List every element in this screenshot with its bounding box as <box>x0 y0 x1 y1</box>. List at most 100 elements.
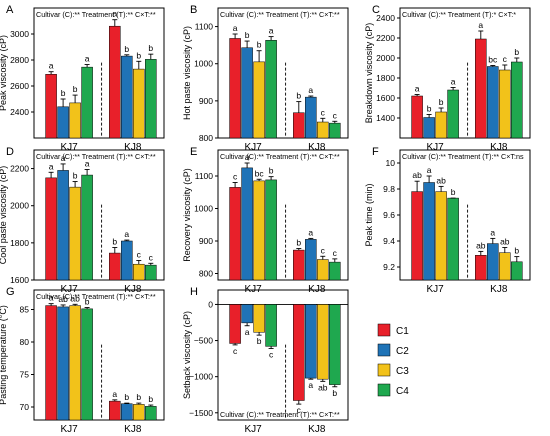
bar <box>229 187 241 281</box>
stats-annotation: Cultivar (C):** Treatment (T):** C×T:** <box>220 152 340 161</box>
x-category-label: KJ7 <box>60 424 78 435</box>
legend-swatch <box>377 323 391 337</box>
panel-frame <box>33 149 165 281</box>
bar <box>499 69 511 139</box>
bar <box>241 304 253 324</box>
bar <box>329 304 341 385</box>
bar <box>411 95 423 139</box>
x-category-label: KJ7 <box>244 424 262 435</box>
bar <box>305 239 317 281</box>
significance-letter: bc <box>255 168 265 178</box>
significance-letter: a <box>233 23 238 33</box>
significance-letter: a <box>490 227 495 237</box>
significance-letter: b <box>514 246 519 256</box>
bar <box>447 89 459 139</box>
y-tick-label: 1000 <box>194 204 213 214</box>
panel-letter: C <box>372 4 380 16</box>
panel-frame <box>217 7 349 139</box>
significance-letter: b <box>73 84 78 94</box>
significance-letter: b <box>451 187 456 197</box>
x-category-label: KJ8 <box>124 424 142 435</box>
legend-swatch <box>377 363 391 377</box>
y-tick-label: 1100 <box>195 22 214 32</box>
significance-letter: b <box>85 297 90 307</box>
y-tick-label: 9.8 <box>383 184 395 194</box>
y-tick-label: −1500 <box>189 408 213 418</box>
significance-letter: b <box>257 336 262 346</box>
bar <box>317 304 329 380</box>
panel-G: G Pasting temperature (°C) 70 75 80 85 KJ7 KJ8 a… <box>0 286 165 435</box>
panel-frame <box>217 289 349 421</box>
significance-letter: b <box>332 388 337 398</box>
significance-letter: c <box>503 54 508 64</box>
significance-letter: c <box>333 110 338 120</box>
bar <box>475 38 487 139</box>
stats-annotation: Cultivar (C):** Treatment (T):** C×T:** <box>220 410 340 419</box>
significance-letter: b <box>124 44 129 54</box>
y-axis-label: Hot paste viscosity (cP) <box>182 26 192 120</box>
bar <box>69 305 81 421</box>
bar <box>241 167 253 281</box>
bar <box>435 191 447 281</box>
bar <box>45 305 57 421</box>
bar <box>265 40 277 139</box>
bar <box>411 191 423 281</box>
bar <box>293 249 305 281</box>
legend-label: C1 <box>396 326 409 337</box>
panel-C: C Breakdown viscosity (cP) 1400 1600 1800 200… <box>364 4 531 153</box>
significance-letter: c <box>297 405 302 415</box>
bar <box>121 55 133 139</box>
panel-letter: D <box>6 146 14 158</box>
legend-label: C4 <box>396 386 409 397</box>
bar <box>81 308 93 421</box>
y-tick-label: 9.4 <box>383 236 395 246</box>
y-tick-label: 2000 <box>376 53 395 63</box>
significance-letter: b <box>136 392 141 402</box>
bar <box>109 252 121 281</box>
significance-letter: ab <box>476 240 486 250</box>
y-tick-label: 2400 <box>376 13 395 23</box>
legend-swatch <box>377 343 391 357</box>
bar <box>435 111 447 139</box>
bar <box>69 102 81 139</box>
significance-letter: b <box>257 40 262 50</box>
stats-annotation: Cultivar (C):** Treatment (T):** C×T:** <box>36 292 156 301</box>
bar <box>293 304 305 401</box>
bar <box>121 240 133 281</box>
panel-A: A Peak viscosity (cP)2400 2600 2800 3000 KJ7 K… <box>0 4 165 153</box>
significance-letter: b <box>148 394 153 404</box>
y-tick-label: 800 <box>199 133 213 143</box>
bar <box>81 66 93 139</box>
y-axis-label: Cool paste viscosity (cP) <box>0 166 8 265</box>
y-tick-label: 900 <box>199 96 213 106</box>
significance-letter: c <box>321 107 326 117</box>
significance-letter: a <box>308 380 313 390</box>
panel-frame <box>217 149 349 281</box>
bar <box>305 304 317 379</box>
y-tick-label: 1400 <box>376 113 395 123</box>
y-tick-label: 2200 <box>10 164 29 174</box>
bar <box>253 61 265 139</box>
y-tick-label: −500 <box>194 336 213 346</box>
y-tick-label: 2400 <box>10 107 29 117</box>
bar <box>499 252 511 281</box>
significance-letter: a <box>49 61 54 71</box>
y-tick-label: 80 <box>20 337 30 347</box>
significance-letter: a <box>49 161 54 171</box>
y-tick-label: 1100 <box>195 171 214 181</box>
significance-letter: b <box>61 88 66 98</box>
panel-letter: H <box>190 286 198 298</box>
significance-letter: ab <box>318 382 328 392</box>
significance-letter: a <box>269 26 274 36</box>
significance-letter: c <box>233 172 238 182</box>
bar <box>133 263 145 281</box>
significance-letter: a <box>427 165 432 175</box>
y-axis-label: Recovery viscosity (cP) <box>182 168 192 262</box>
bar <box>69 186 81 281</box>
bar <box>145 264 157 281</box>
legend-label: C2 <box>396 346 409 357</box>
significance-letter: a <box>61 153 66 163</box>
significance-letter: ab <box>70 293 80 303</box>
